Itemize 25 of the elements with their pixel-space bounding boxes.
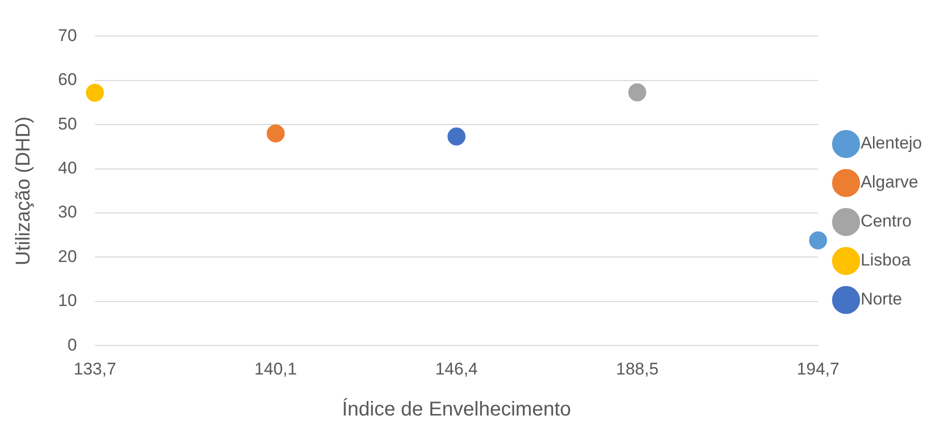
point (809, 231, 828, 250)
y-tick-label: 50 (58, 114, 77, 134)
x-tick-label: 140,1 (254, 359, 297, 378)
y-tick-label: 70 (58, 26, 77, 45)
legend-label: Lisboa (860, 250, 912, 270)
point (266, 124, 285, 142)
point (447, 128, 466, 146)
y-tick-label: 60 (58, 70, 77, 90)
y-tick-label: 10 (58, 291, 77, 310)
y-tick-label: 40 (58, 158, 77, 178)
y-tick-label: 30 (58, 202, 77, 222)
y-tick-label: 20 (58, 246, 77, 266)
x-tick-label: 146,4 (435, 359, 478, 378)
y-tick-label: 0 (67, 335, 77, 354)
legend-label: Algarve (860, 172, 918, 192)
point (86, 84, 104, 102)
point (628, 83, 646, 102)
x-tick-label: 188,5 (616, 359, 659, 378)
y-axis-title: Utilização (DHD) (12, 116, 35, 266)
legend-label: Alentejo (860, 134, 922, 153)
legend-label: Norte (860, 290, 902, 309)
x-axis-title: Índice de Envelhecimento (342, 398, 572, 421)
legend-label: Centro (860, 212, 912, 231)
x-tick-label: 133,7 (74, 359, 116, 378)
x-tick-label: 194,7 (796, 359, 840, 378)
